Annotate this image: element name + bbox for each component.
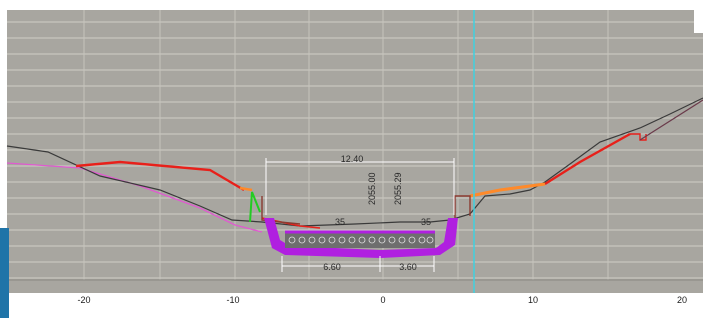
pink-ground-line — [6, 162, 263, 233]
axis-tick-label: 20 — [677, 295, 687, 305]
bottom-strip — [0, 318, 703, 333]
dimension-left-width: 6.60 — [323, 262, 341, 272]
axis-band — [7, 280, 703, 293]
corner-patch — [694, 10, 703, 33]
natural-ground-line — [6, 97, 703, 227]
green-marker — [249, 191, 261, 223]
axis-tick-label: -20 — [77, 295, 90, 305]
axis-tick-label: -10 — [226, 295, 239, 305]
slope-label-left: 35 — [335, 217, 345, 227]
right-slope-extension — [639, 99, 703, 141]
gravel-pattern — [288, 236, 434, 244]
axis-tick-label: 0 — [380, 295, 385, 305]
right-wall-line — [454, 195, 471, 218]
axis-tick-label: 10 — [528, 295, 538, 305]
sidebar-edge — [0, 228, 9, 333]
design-line-right — [544, 132, 631, 186]
dimension-total-width: 12.40 — [341, 154, 364, 164]
design-line-left — [75, 160, 245, 192]
dimension-elevation-2: 2055.29 — [393, 172, 403, 205]
orange-segment-right — [469, 182, 546, 198]
gravel-fill — [285, 232, 435, 248]
dimension-lines — [265, 158, 455, 272]
slope-label-right: 35 — [421, 217, 431, 227]
dimension-elevation-1: 2055.00 — [367, 172, 377, 205]
dimension-right-width: 3.60 — [399, 262, 417, 272]
orange-segment-left — [239, 186, 253, 192]
